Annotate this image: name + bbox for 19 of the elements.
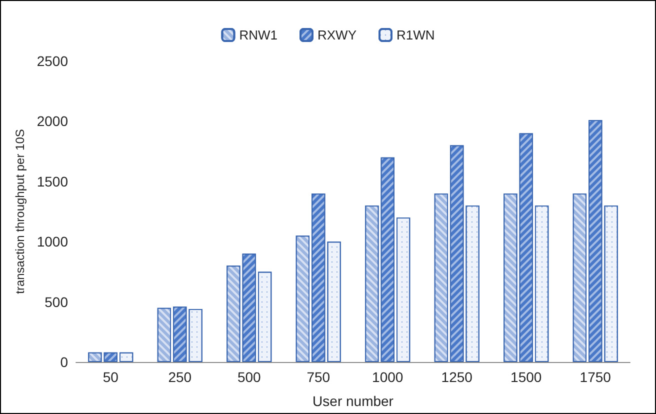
y-axis-title: transaction throughput per 10S — [12, 129, 27, 294]
legend-label: RNW1 — [239, 28, 278, 42]
x-tick-label: 1500 — [510, 369, 542, 385]
x-tick-label: 50 — [102, 369, 119, 385]
x-tick-label: 500 — [237, 369, 262, 385]
x-axis-title: User number — [312, 393, 394, 409]
y-tick-label: 500 — [44, 294, 68, 310]
x-tick-label: 1000 — [372, 369, 404, 385]
y-tick-label: 1000 — [36, 234, 68, 250]
legend-label: R1WN — [396, 28, 435, 42]
y-tick-label: 2000 — [36, 113, 68, 130]
x-tick-label: 750 — [306, 369, 330, 385]
y-tick-label: 2500 — [36, 53, 68, 69]
legend-label: RXWY — [318, 28, 357, 42]
y-tick-label: 1500 — [36, 173, 68, 190]
y-tick-label: 0 — [60, 354, 68, 370]
x-tick-label: 1750 — [580, 369, 612, 385]
x-tick-label: 1250 — [441, 369, 473, 385]
x-tick-label: 250 — [168, 369, 192, 385]
